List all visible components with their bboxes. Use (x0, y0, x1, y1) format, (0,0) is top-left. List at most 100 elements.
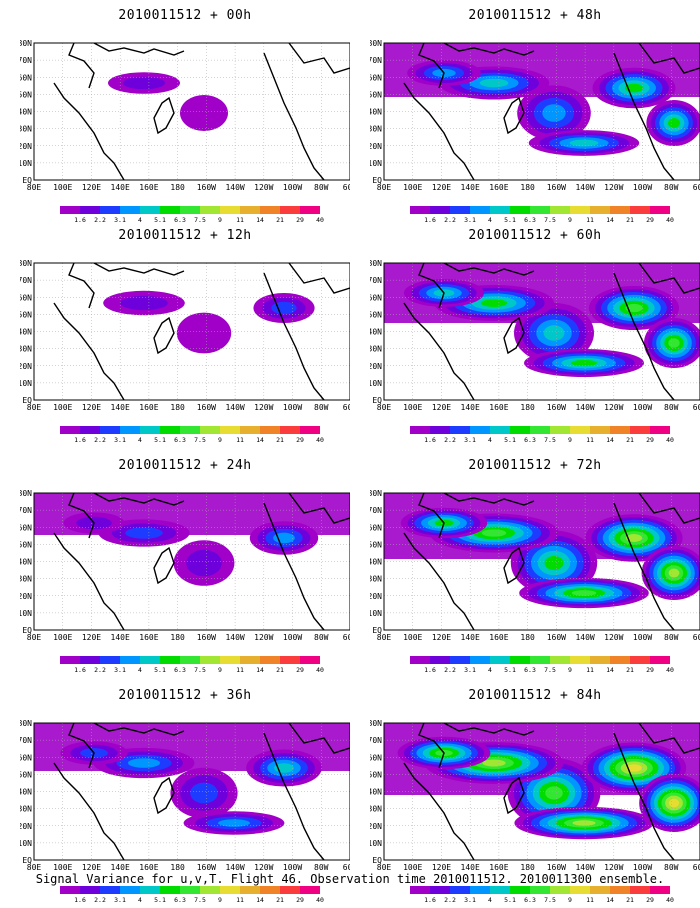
colorbar-swatch (630, 656, 650, 664)
variance-contour (572, 820, 596, 826)
colorbar-swatch (410, 206, 430, 214)
colorbar-swatch (80, 656, 100, 664)
coastline (53, 762, 125, 860)
longitude-label: 60W (343, 183, 350, 192)
colorbar-swatch (160, 886, 180, 894)
colorbar-swatch (300, 886, 320, 894)
latitude-label: 10N (20, 379, 32, 388)
longitude-label: 100E (53, 183, 72, 192)
latitude-label: 10N (370, 379, 382, 388)
longitude-label: 120E (82, 403, 101, 412)
longitude-label: 140W (575, 403, 594, 412)
map-frame (33, 262, 350, 401)
colorbar-label: 5.1 (504, 896, 516, 904)
colorbar-label: 1.6 (424, 896, 436, 904)
longitude-label: 60W (693, 633, 700, 642)
colorbar-label: 11 (236, 896, 244, 904)
coastlines (53, 263, 350, 400)
coastline (403, 82, 475, 180)
panel-title: 2010011512 + 00h (118, 8, 252, 23)
latitude-label: 50N (20, 310, 32, 319)
map-frame (33, 492, 350, 631)
latitude-label: EQ (22, 856, 32, 865)
longitude-label: 180 (520, 863, 535, 872)
latitude-label: 50N (370, 770, 382, 779)
longitude-label: 140E (461, 183, 480, 192)
longitude-label: 100W (283, 863, 302, 872)
colorbar-swatch (430, 206, 450, 214)
longitude-label: 160W (197, 183, 216, 192)
longitude-label: 80W (664, 183, 679, 192)
colorbar-label: 11 (586, 896, 594, 904)
variance-contour (667, 117, 681, 129)
colorbar-label: 7.5 (544, 436, 556, 444)
coastline (443, 493, 535, 506)
coastlines (53, 493, 350, 630)
longitude-label: 100W (283, 403, 302, 412)
grid-lines (34, 43, 350, 180)
colorbar-label: 4 (138, 216, 142, 224)
latitude-label: 20N (370, 362, 382, 371)
colorbar-swatch (240, 656, 260, 664)
colorbar-swatch (100, 206, 120, 214)
latitude-label: 70N (20, 56, 32, 65)
coastline (93, 43, 185, 56)
colorbar-label: 40 (666, 896, 674, 904)
latitude-label: 60N (370, 753, 382, 762)
colorbar-label: 4 (138, 666, 142, 674)
colorbar-label: 5.1 (504, 216, 516, 224)
longitude-label: 60W (343, 863, 350, 872)
latitude-label: 60N (370, 293, 382, 302)
colorbar-swatch (470, 656, 490, 664)
grid-lines (34, 723, 350, 860)
variance-field (108, 72, 228, 131)
panel-title: 2010011512 + 60h (468, 228, 602, 243)
colorbar-label: 4 (488, 896, 492, 904)
coastline (153, 776, 175, 815)
latitude-label: 80N (20, 489, 32, 498)
latitude-label: EQ (22, 396, 32, 405)
grid-lines (384, 43, 700, 180)
coastline (638, 43, 700, 74)
coastline (503, 316, 525, 355)
colorbar-label: 6.3 (524, 896, 536, 904)
colorbar-label: 1.6 (74, 436, 86, 444)
colorbar-label: 6.3 (524, 666, 536, 674)
colorbar-label: 29 (646, 896, 654, 904)
colorbar-label: 5.1 (154, 666, 166, 674)
variance-field (103, 290, 315, 354)
colorbar-swatch (260, 886, 280, 894)
longitude-label: 140W (575, 633, 594, 642)
colorbar-swatch (180, 656, 200, 664)
variance-field (384, 493, 700, 609)
longitude-label: 100W (633, 633, 652, 642)
variance-contour (668, 568, 680, 578)
colorbar-swatch (140, 206, 160, 214)
latitude-label: 50N (370, 90, 382, 99)
longitude-label: 160E (139, 863, 158, 872)
colorbar-label: 6.3 (524, 216, 536, 224)
colorbar-swatch (200, 206, 220, 214)
colorbar-swatch (260, 656, 280, 664)
longitude-label: 160E (139, 403, 158, 412)
colorbar-label: 6.3 (174, 216, 186, 224)
figure-caption: Signal Variance for u,v,T. Flight 46. Ob… (35, 872, 665, 886)
longitude-label: 140W (225, 633, 244, 642)
colorbar-label: 6.3 (174, 896, 186, 904)
colorbar-label: 14 (606, 216, 614, 224)
colorbar-swatch (530, 206, 550, 214)
colorbar-swatch (410, 656, 430, 664)
coastline (418, 723, 445, 769)
longitude-label: 140E (111, 403, 130, 412)
longitude-label: 100E (403, 633, 422, 642)
colorbar-label: 2.2 (94, 666, 106, 674)
colorbar-label: 9 (568, 666, 572, 674)
longitude-label: 180 (170, 863, 185, 872)
colorbar-swatch (610, 656, 630, 664)
latitude-label: EQ (372, 176, 382, 185)
colorbar-swatch (300, 426, 320, 434)
colorbar-swatch (240, 206, 260, 214)
latitude-label: 10N (20, 609, 32, 618)
latitude-label: 40N (370, 788, 382, 797)
